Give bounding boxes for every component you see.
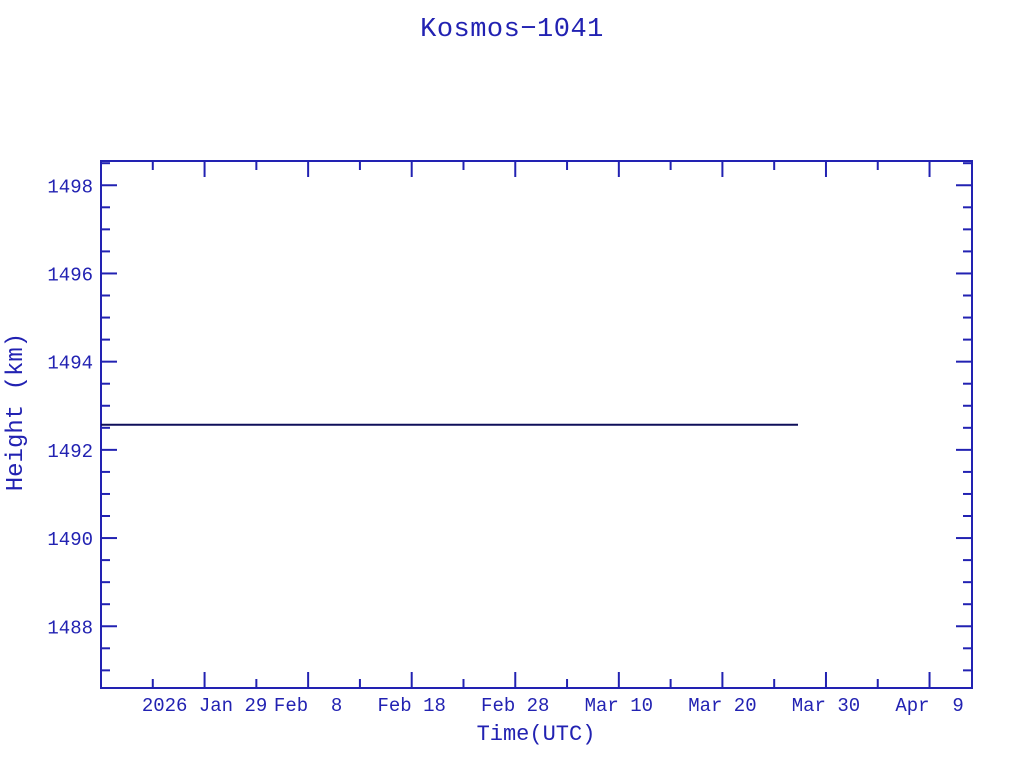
y-tick-label: 1496 [47,264,93,286]
x-tick-label: Mar 20 [688,695,756,717]
x-tick-label: Feb 18 [377,695,445,717]
x-tick-label: Mar 30 [792,695,860,717]
x-tick-label: Mar 10 [585,695,653,717]
y-tick-label: 1498 [47,176,93,198]
x-tick-label: Feb 28 [481,695,549,717]
y-tick-label: 1490 [47,529,93,551]
x-tick-label: Apr 9 [895,695,963,717]
y-tick-label: 1488 [47,617,93,639]
y-tick-label: 1494 [47,353,93,375]
x-axis-title: Time(UTC) [477,722,596,747]
x-tick-label: Feb 8 [274,695,342,717]
chart-title: Kosmos−1041 [420,15,604,45]
y-axis-title: Height (km) [3,333,30,491]
y-tick-label: 1492 [47,441,93,463]
x-tick-label: 2026 Jan 29 [142,695,267,717]
